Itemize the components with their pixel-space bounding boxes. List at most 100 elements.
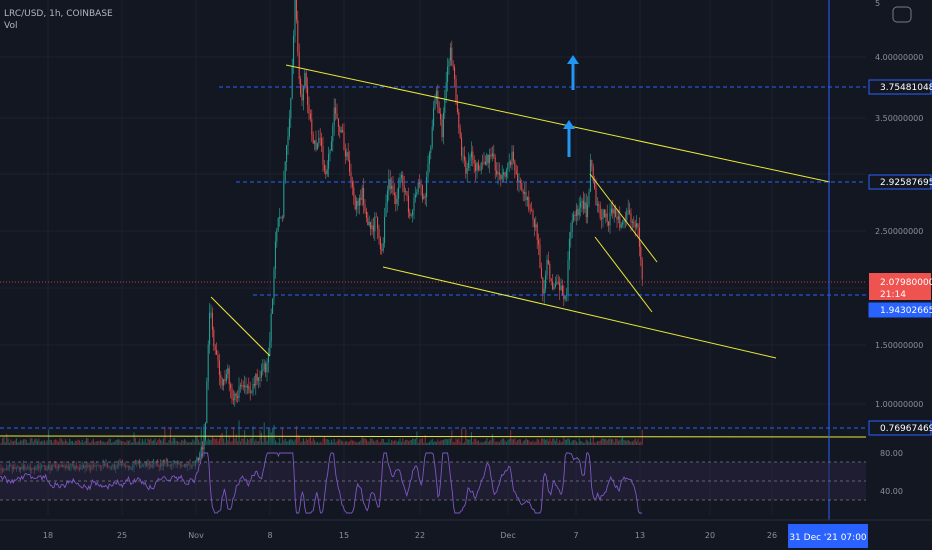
volume-bar bbox=[496, 441, 498, 445]
volume-bar bbox=[133, 432, 135, 445]
candle-body bbox=[256, 373, 258, 381]
price-axis-bg bbox=[866, 0, 932, 520]
volume-bar bbox=[437, 439, 439, 445]
volume-bar bbox=[633, 440, 635, 445]
candle-body bbox=[346, 152, 348, 157]
volume-bar bbox=[199, 442, 201, 445]
candle-body bbox=[356, 200, 358, 210]
candle-body bbox=[255, 373, 257, 386]
rsi-tick: 40.00 bbox=[880, 487, 903, 496]
volume-bar bbox=[22, 439, 24, 445]
candle-body bbox=[200, 447, 202, 454]
volume-bar bbox=[188, 442, 190, 445]
candle-body bbox=[225, 374, 227, 381]
volume-bar bbox=[602, 438, 604, 445]
volume-bar bbox=[344, 441, 346, 445]
candle-body bbox=[312, 134, 314, 144]
candle-body bbox=[286, 145, 288, 163]
volume-bar bbox=[357, 441, 359, 445]
candle-body bbox=[634, 223, 636, 228]
volume-bar bbox=[434, 441, 436, 445]
candle-body bbox=[405, 191, 407, 193]
candle-body bbox=[386, 190, 388, 204]
candle-body bbox=[536, 224, 538, 240]
volume-bar bbox=[330, 439, 332, 445]
candle-body bbox=[197, 457, 199, 461]
candle-body bbox=[578, 207, 580, 216]
volume-bar bbox=[409, 440, 411, 445]
candle-body bbox=[370, 221, 372, 230]
candle-body bbox=[417, 182, 419, 192]
volume-bar bbox=[379, 442, 381, 445]
volume-bar bbox=[482, 442, 484, 445]
last-price-badge bbox=[869, 273, 931, 300]
volume-bar bbox=[531, 441, 533, 445]
crosshair-date-label: 31 Dec '21 07:00 bbox=[789, 533, 867, 543]
candle-body bbox=[206, 381, 208, 424]
volume-bar bbox=[123, 441, 125, 445]
candle-body bbox=[545, 275, 547, 289]
volume-bar bbox=[284, 438, 286, 445]
volume-bar bbox=[158, 438, 160, 445]
volume-bar bbox=[270, 432, 272, 445]
volume-bar bbox=[293, 441, 295, 445]
volume-bar bbox=[515, 441, 517, 445]
volume-bar bbox=[279, 438, 281, 445]
candle-body bbox=[638, 227, 640, 247]
volume-bar bbox=[392, 441, 394, 445]
volume-bar bbox=[316, 441, 318, 445]
volume-bar bbox=[291, 439, 293, 445]
arrows bbox=[563, 55, 579, 157]
candle-body bbox=[291, 65, 293, 98]
candle-body bbox=[385, 203, 387, 217]
wedge-lower-line bbox=[594, 236, 653, 313]
volume-bar bbox=[363, 438, 365, 445]
trendlines bbox=[0, 64, 867, 438]
candle-body bbox=[533, 219, 535, 228]
candle-body bbox=[629, 210, 631, 214]
candle-body bbox=[615, 208, 617, 218]
volume-bar bbox=[444, 438, 446, 445]
time-axis-tick: 26 bbox=[767, 531, 777, 540]
candle-body bbox=[575, 209, 577, 216]
volume-bar bbox=[280, 442, 282, 445]
candle-body bbox=[519, 180, 521, 183]
candle-body bbox=[211, 312, 213, 330]
volume-bar bbox=[546, 438, 548, 445]
volume-bar bbox=[540, 438, 542, 445]
volume-bar bbox=[601, 438, 603, 445]
candle-body bbox=[399, 178, 401, 188]
candle-body bbox=[482, 163, 484, 164]
volume-bar bbox=[361, 436, 363, 445]
candle-body bbox=[321, 138, 323, 147]
candle-body bbox=[351, 181, 353, 188]
volume-bar bbox=[85, 438, 87, 445]
candle-body bbox=[328, 154, 330, 169]
volume-bar bbox=[414, 439, 416, 445]
candle-body bbox=[262, 369, 264, 372]
volume-bar bbox=[567, 438, 569, 445]
volume-bar bbox=[122, 441, 124, 445]
volume-bar bbox=[192, 439, 194, 445]
candle-body bbox=[498, 172, 500, 175]
candle-body bbox=[204, 423, 206, 439]
volume-bar bbox=[73, 442, 75, 445]
volume-bar bbox=[80, 442, 82, 445]
volume-bar bbox=[273, 424, 275, 445]
time-axis-tick: 25 bbox=[117, 531, 127, 540]
candle-body bbox=[431, 126, 433, 147]
candle-body bbox=[531, 210, 533, 211]
volume-bar bbox=[29, 438, 31, 445]
volume-bar bbox=[616, 438, 618, 445]
candle-body bbox=[641, 260, 643, 280]
candle-body bbox=[473, 160, 475, 164]
volume-bar bbox=[6, 434, 8, 445]
candle-body bbox=[501, 174, 503, 180]
volume-bar bbox=[641, 429, 643, 445]
volume-bar bbox=[564, 439, 566, 445]
volume-bar bbox=[42, 441, 44, 445]
volume-bar bbox=[1, 438, 3, 445]
candle-body bbox=[444, 98, 446, 113]
volume-bar bbox=[402, 438, 404, 445]
